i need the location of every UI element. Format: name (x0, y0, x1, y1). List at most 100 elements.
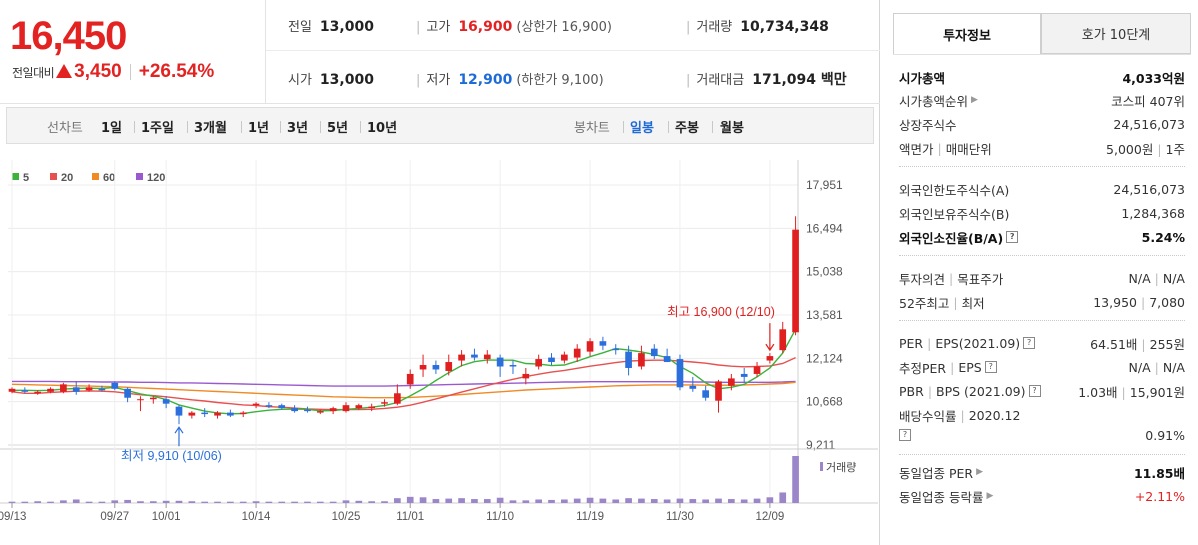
52w-high-value: 13,950 (1093, 294, 1137, 310)
change-label: 전일대비 (12, 65, 55, 80)
candle-body (522, 373, 530, 379)
help-icon[interactable]: ? (1023, 337, 1036, 349)
period-1d-button[interactable]: 1일 (101, 121, 123, 136)
volume-bar (406, 496, 414, 503)
eps-value: 255원 (1149, 336, 1185, 352)
legend-swatch-60 (92, 173, 99, 180)
volume-bar (638, 498, 645, 503)
volume-bar (471, 499, 478, 503)
candle-body (201, 412, 209, 415)
bps-value: 15,901원 (1129, 384, 1185, 400)
period-5y-button[interactable]: 5년 (327, 121, 349, 136)
help-icon[interactable]: ? (1006, 231, 1019, 243)
help-icon[interactable]: ? (984, 361, 997, 373)
info-row-industry-rate[interactable]: 동일업종 등락률 ▶ +2.11% (899, 485, 1185, 507)
candle-body (278, 405, 286, 409)
tab-order-book[interactable]: 호가 10단계 (1041, 13, 1191, 54)
x-tick-label: 11/30 (666, 511, 694, 523)
candle-weekly-button[interactable]: 주봉 (675, 121, 699, 136)
candle-daily-button[interactable]: 일봉 (630, 121, 654, 136)
candle-body (111, 382, 119, 389)
cap-rank-label: 시가총액순위 (899, 93, 969, 109)
volume-bar (509, 500, 517, 503)
period-3m-button[interactable]: 3개월 (194, 121, 227, 136)
period-3y-button[interactable]: 3년 (287, 121, 309, 136)
candle-body (702, 390, 709, 398)
y-tick-label: 17,951 (806, 178, 843, 192)
candle-body (715, 381, 722, 401)
help-icon[interactable]: ? (1028, 385, 1041, 397)
period-10y-button[interactable]: 10년 (367, 121, 398, 136)
target-price-value: N/A (1162, 270, 1185, 286)
change-rate: +26.54% (138, 61, 215, 82)
volume-bar (432, 499, 440, 503)
candle-body (561, 354, 568, 361)
candle-body (21, 390, 29, 392)
info-row-per: PER | EPS(2021.09)? 64.51배 | 255원 (899, 335, 1185, 352)
change-divider (129, 64, 131, 80)
period-1w-button[interactable]: 1주일 (141, 121, 174, 136)
candle-body (766, 356, 774, 361)
x-tick-label: 11/01 (396, 511, 424, 523)
candle-body (792, 229, 799, 333)
est-eps-value: N/A (1162, 359, 1185, 375)
info-row-foreign-holding: 외국인보유주식수(B) 1,284,368 (899, 202, 1185, 224)
high-value: 16,900 (458, 19, 513, 35)
period-1y-button[interactable]: 1년 (248, 121, 270, 136)
volume-bar (394, 498, 401, 503)
volume-label: 거래량 (696, 20, 733, 35)
summary-divider (266, 50, 880, 51)
legend-swatch-5 (12, 173, 19, 180)
candle-body (60, 384, 67, 392)
dividend-year: 2020.12 (968, 407, 1021, 423)
open-label: 시가 (288, 73, 312, 88)
candle-monthly-button[interactable]: 월봉 (720, 121, 744, 136)
volume-bar (663, 499, 671, 503)
volume-bar (458, 498, 465, 503)
high-annotation: 최고 16,900 (12/10) (667, 305, 775, 319)
upper-limit: (상한가 16,900) (516, 20, 612, 35)
volume-bar (60, 500, 67, 503)
info-row-listed-shares: 상장주식수 24,516,073 (899, 113, 1185, 135)
candle-body (419, 365, 427, 370)
volume-bar (111, 500, 119, 503)
x-tick-label: 12/09 (755, 511, 784, 523)
x-tick-label: 10/25 (332, 511, 361, 523)
info-tabs: 투자정보 호가 10단계 (893, 13, 1191, 54)
volume-value: 10,734,348 (740, 19, 829, 35)
x-tick-label: 11/10 (486, 511, 514, 523)
volume-bar (625, 498, 632, 503)
volume-bar (548, 499, 555, 503)
volume-bar (342, 500, 350, 503)
period-toolbar: 선차트 1일 1주일 3개월 1년 3년 5년 10년 봉차트 일봉 주봉 월봉 (6, 107, 874, 144)
candle-chart-label: 봉차트 (574, 121, 610, 136)
volume-bar (124, 499, 131, 503)
legend-label-20: 20 (61, 172, 73, 184)
volume-bar (304, 501, 311, 503)
volume-bar (483, 499, 491, 503)
info-row-industry-per[interactable]: 동일업종 PER ▶ 11.85배 (899, 461, 1185, 483)
foreign-limit-label: 외국인한도주식수(A) (899, 182, 1010, 198)
low-price: | 저가 12,900 (하한가 9,100) (416, 69, 604, 88)
change-value: 3,450 (74, 61, 122, 82)
legend-label-5: 5 (23, 172, 29, 184)
candle-body (72, 387, 80, 392)
info-row-foreign-ratio: 외국인소진율(B/A)? 5.24% (899, 226, 1185, 248)
low-label: 저가 (426, 73, 451, 88)
volume-legend-swatch (820, 462, 823, 471)
volume-bar (753, 498, 761, 503)
info-row-cap-rank[interactable]: 시가총액순위 ▶ 코스피 407위 (899, 89, 1185, 111)
info-row-market-cap: 시가총액 4,033억원 (899, 66, 1185, 88)
est-per-value: N/A (1128, 359, 1151, 375)
candle-body (149, 397, 157, 400)
industry-rate-value: +2.11% (1134, 488, 1185, 504)
volume-bar (149, 501, 157, 503)
volume-bar (419, 497, 427, 503)
help-icon[interactable]: ? (899, 429, 911, 441)
candle-body (573, 348, 581, 358)
volume-bar (381, 501, 388, 503)
x-tick-label: 09/27 (100, 511, 129, 523)
open-price: 시가 13,000 (288, 69, 374, 88)
lower-limit: (하한가 9,100) (516, 73, 604, 88)
tab-investment-info[interactable]: 투자정보 (893, 13, 1041, 54)
